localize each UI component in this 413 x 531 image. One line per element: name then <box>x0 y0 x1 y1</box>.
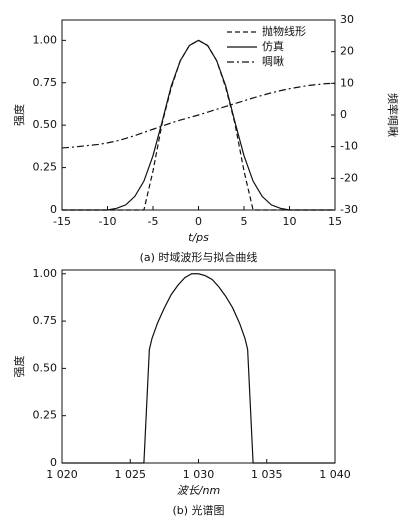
legend-label: 抛物线形 <box>262 24 306 38</box>
x-tick-label: 1 040 <box>319 468 351 481</box>
x-tick-label: 1 025 <box>115 468 147 481</box>
x-axis-label: t/ps <box>188 231 209 244</box>
legend-label: 仿真 <box>262 39 284 53</box>
y-tick-label: 0.50 <box>33 361 58 374</box>
caption: (a) 时域波形与拟合曲线 <box>140 250 258 264</box>
series-line <box>61 82 336 149</box>
y2-tick-label: -30 <box>340 203 358 216</box>
y-axis-label: 强度 <box>12 356 26 378</box>
y-tick-label: 1.00 <box>33 33 58 46</box>
y-tick-label: 0.75 <box>33 314 58 327</box>
y-tick-label: 1.00 <box>33 267 58 280</box>
y-tick-label: 0.25 <box>33 161 58 174</box>
y2-tick-label: 10 <box>340 76 354 89</box>
x-tick-label: -10 <box>99 215 117 228</box>
x-tick-label: 1 020 <box>46 468 78 481</box>
x-tick-label: 1 030 <box>183 468 215 481</box>
caption: (b) 光谱图 <box>172 503 224 517</box>
x-tick-label: -15 <box>53 215 71 228</box>
x-tick-label: 10 <box>283 215 297 228</box>
y2-tick-label: -20 <box>340 171 358 184</box>
y-axis-label: 强度 <box>12 104 26 126</box>
plot-frame <box>61 269 336 464</box>
series-line <box>62 39 335 211</box>
legend-label: 啁啾 <box>262 55 284 68</box>
x-axis-label: 波长/nm <box>177 484 220 497</box>
series-line <box>62 39 335 211</box>
y2-tick-label: 20 <box>340 45 354 58</box>
y-tick-label: 0.25 <box>33 409 58 422</box>
y-tick-label: 0 <box>50 456 57 469</box>
x-tick-label: 0 <box>195 215 202 228</box>
y-tick-label: 0 <box>50 203 57 216</box>
y-tick-label: 0.50 <box>33 118 58 131</box>
x-tick-label: 5 <box>241 215 248 228</box>
y2-tick-label: -10 <box>340 140 358 153</box>
x-tick-label: 15 <box>328 215 342 228</box>
y2-tick-label: 30 <box>340 13 354 26</box>
y-tick-label: 0.75 <box>33 76 58 89</box>
x-tick-label: 1 035 <box>251 468 283 481</box>
spectrum-line <box>62 273 335 464</box>
y2-tick-label: 0 <box>340 108 347 121</box>
y2-axis-label: 频率啁啾 <box>386 93 400 137</box>
x-tick-label: -5 <box>148 215 159 228</box>
